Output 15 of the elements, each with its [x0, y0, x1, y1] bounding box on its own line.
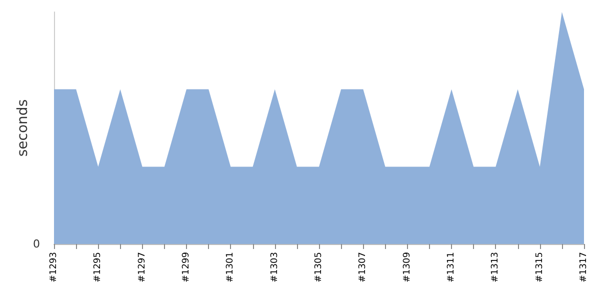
x-tick-label: #1305	[314, 252, 324, 282]
x-tick-label: #1311	[446, 252, 456, 282]
x-tick-label: #1307	[358, 252, 368, 282]
x-tick-label: #1299	[182, 252, 192, 282]
text: 0	[33, 238, 40, 250]
x-tick-label: #1293	[49, 252, 59, 282]
x-tick-label: #1313	[490, 252, 501, 282]
y-axis-title: seconds	[15, 99, 31, 157]
x-tick-label: #1309	[402, 252, 412, 282]
x-tick-label: #1315	[534, 252, 545, 282]
x-tick-label: #1295	[93, 252, 104, 282]
x-tick-label: #1303	[270, 252, 280, 282]
x-tick-label: #1297	[137, 252, 148, 282]
x-tick-label: #1317	[579, 252, 589, 282]
x-tick-label: #1301	[226, 252, 236, 282]
